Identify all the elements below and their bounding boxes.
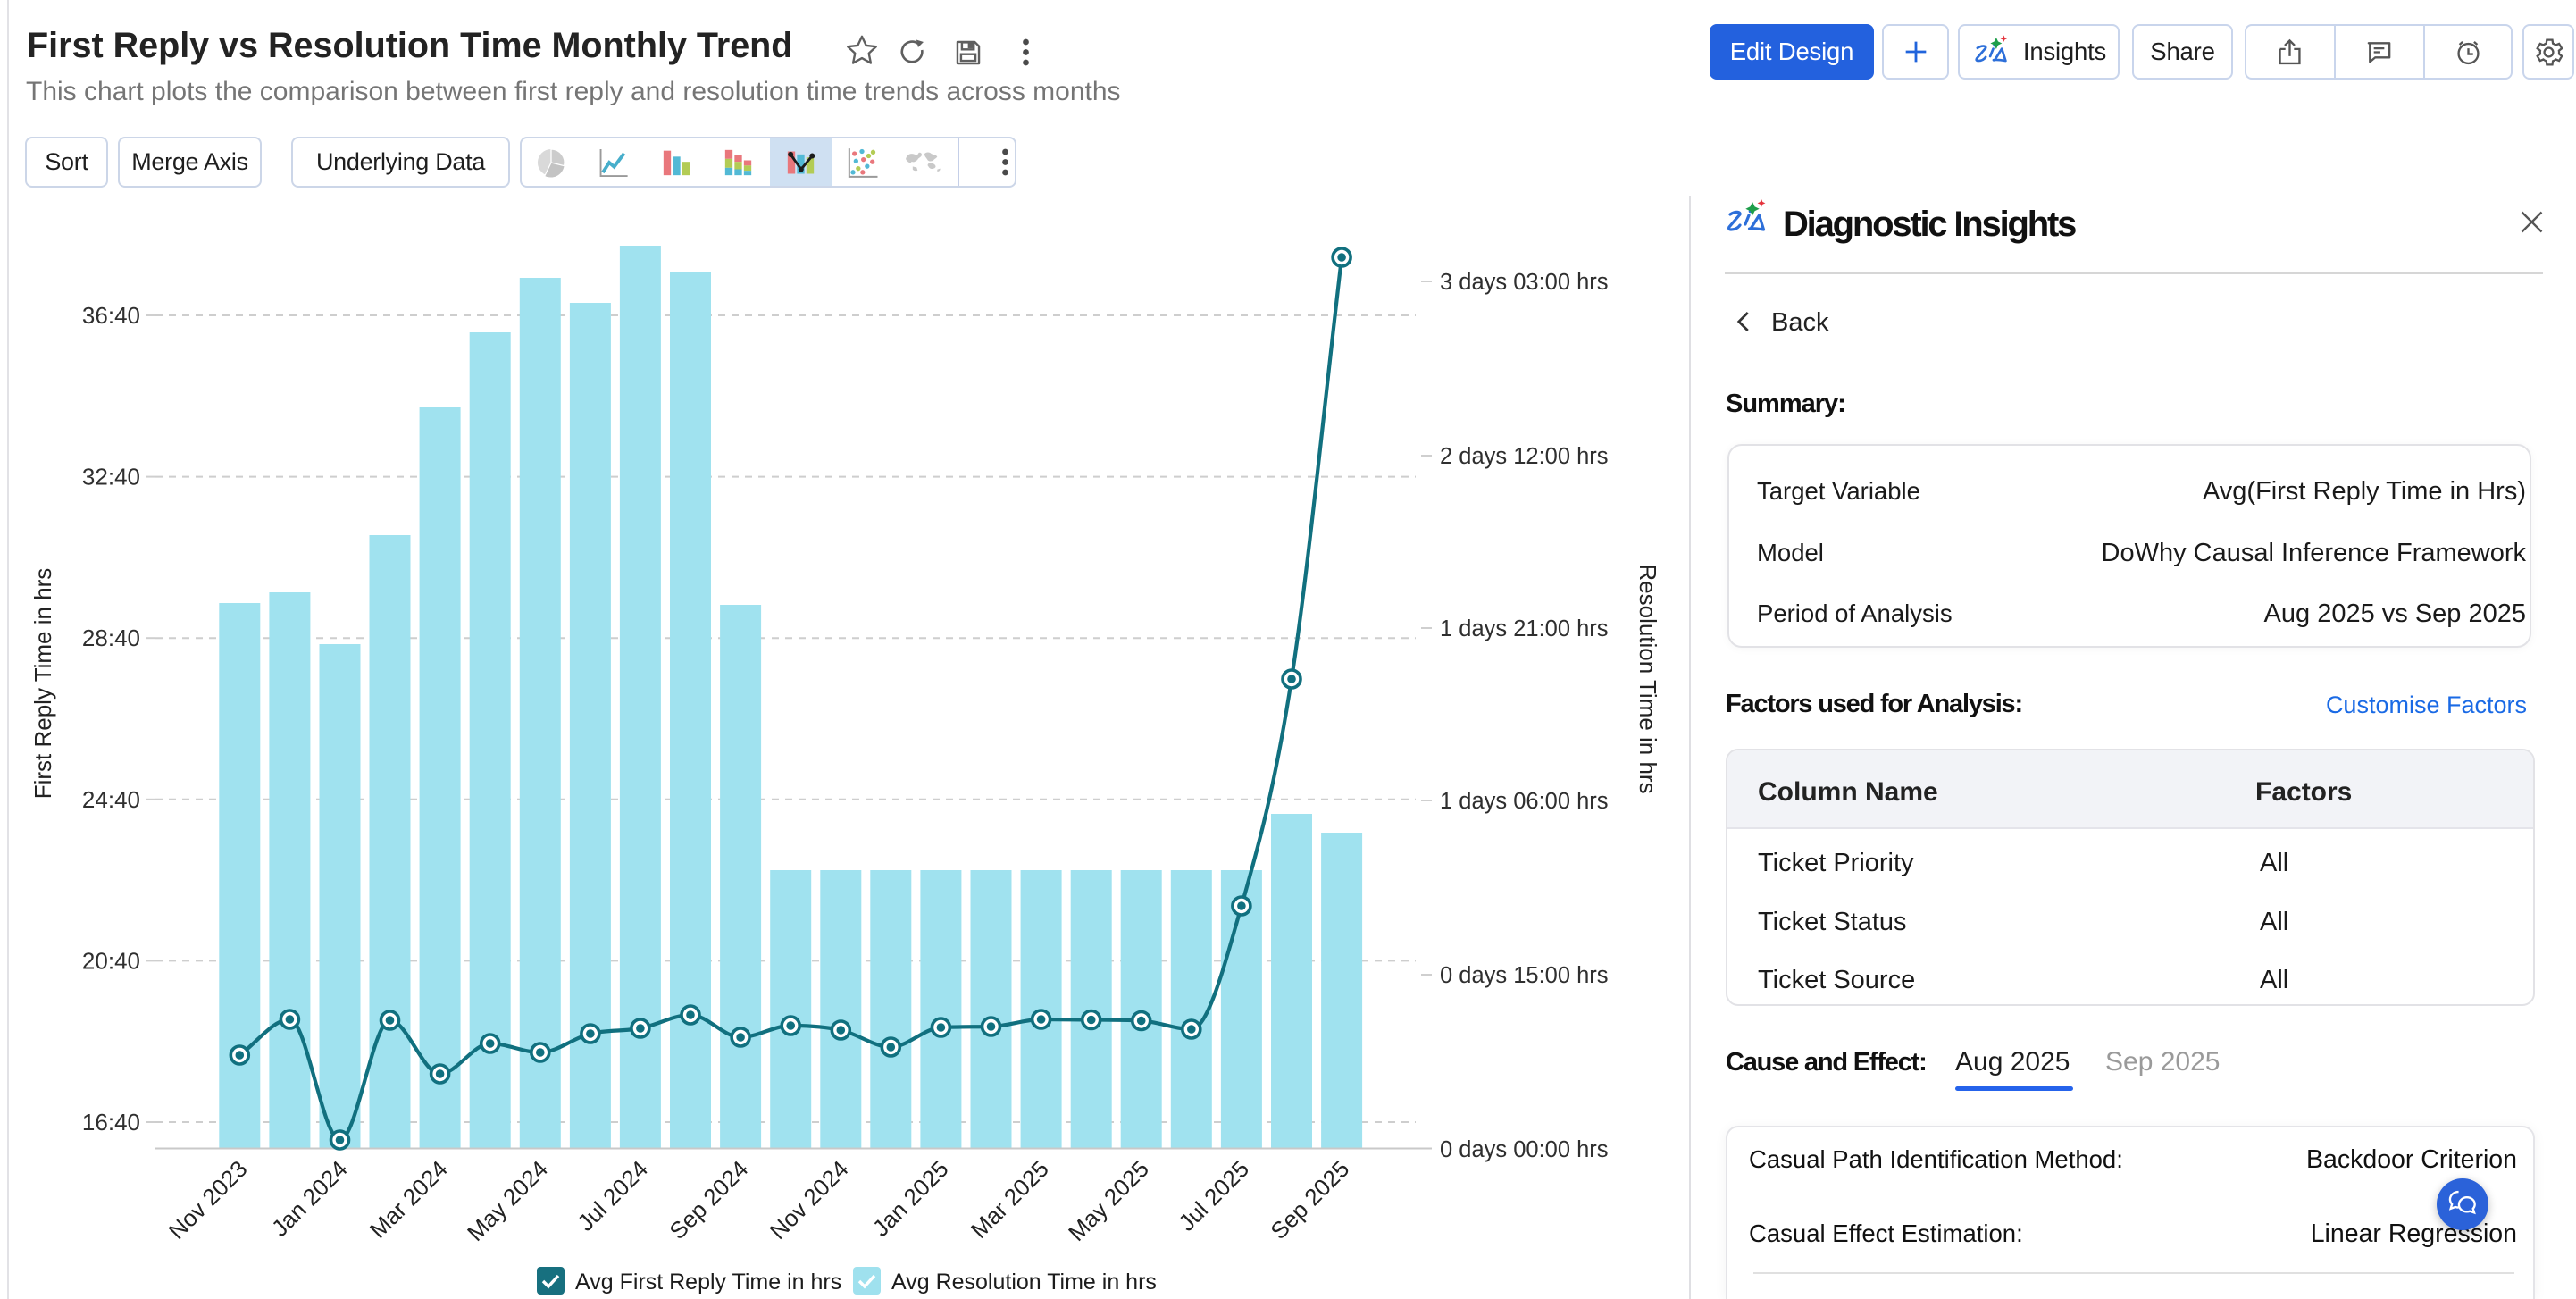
- svg-text:First Reply Time in hrs: First Reply Time in hrs: [29, 568, 56, 800]
- svg-text:2 days 12:00 hrs: 2 days 12:00 hrs: [1440, 444, 1609, 469]
- svg-text:Resolution Time in hrs: Resolution Time in hrs: [1635, 564, 1661, 793]
- svg-text:Mar 2025: Mar 2025: [966, 1155, 1054, 1244]
- svg-text:0 days 15:00 hrs: 0 days 15:00 hrs: [1440, 963, 1609, 988]
- svg-text:Avg Resolution Time in hrs: Avg Resolution Time in hrs: [891, 1270, 1157, 1295]
- svg-text:Jul 2024: Jul 2024: [572, 1155, 653, 1236]
- svg-text:28:40: 28:40: [82, 624, 140, 651]
- svg-text:24:40: 24:40: [82, 786, 140, 813]
- svg-text:Nov 2024: Nov 2024: [765, 1155, 854, 1245]
- svg-text:1 days 06:00 hrs: 1 days 06:00 hrs: [1440, 789, 1609, 814]
- svg-text:Jan 2024: Jan 2024: [266, 1155, 353, 1242]
- svg-text:Sep 2025: Sep 2025: [1265, 1155, 1354, 1245]
- svg-text:May 2025: May 2025: [1063, 1155, 1154, 1246]
- svg-text:36:40: 36:40: [82, 302, 140, 329]
- svg-text:Sep 2024: Sep 2024: [664, 1155, 753, 1245]
- svg-text:Avg First Reply Time in hrs: Avg First Reply Time in hrs: [575, 1270, 841, 1295]
- svg-text:16:40: 16:40: [82, 1109, 140, 1136]
- svg-text:May 2024: May 2024: [462, 1155, 553, 1246]
- svg-text:1 days 21:00 hrs: 1 days 21:00 hrs: [1440, 616, 1609, 641]
- svg-text:20:40: 20:40: [82, 947, 140, 974]
- svg-text:3 days 03:00 hrs: 3 days 03:00 hrs: [1440, 270, 1609, 295]
- svg-text:Jan 2025: Jan 2025: [867, 1155, 954, 1242]
- svg-text:0 days 00:00 hrs: 0 days 00:00 hrs: [1440, 1137, 1609, 1162]
- svg-text:32:40: 32:40: [82, 464, 140, 490]
- svg-text:Mar 2024: Mar 2024: [364, 1155, 453, 1244]
- svg-text:Nov 2023: Nov 2023: [163, 1155, 253, 1245]
- svg-text:Jul 2025: Jul 2025: [1173, 1155, 1254, 1236]
